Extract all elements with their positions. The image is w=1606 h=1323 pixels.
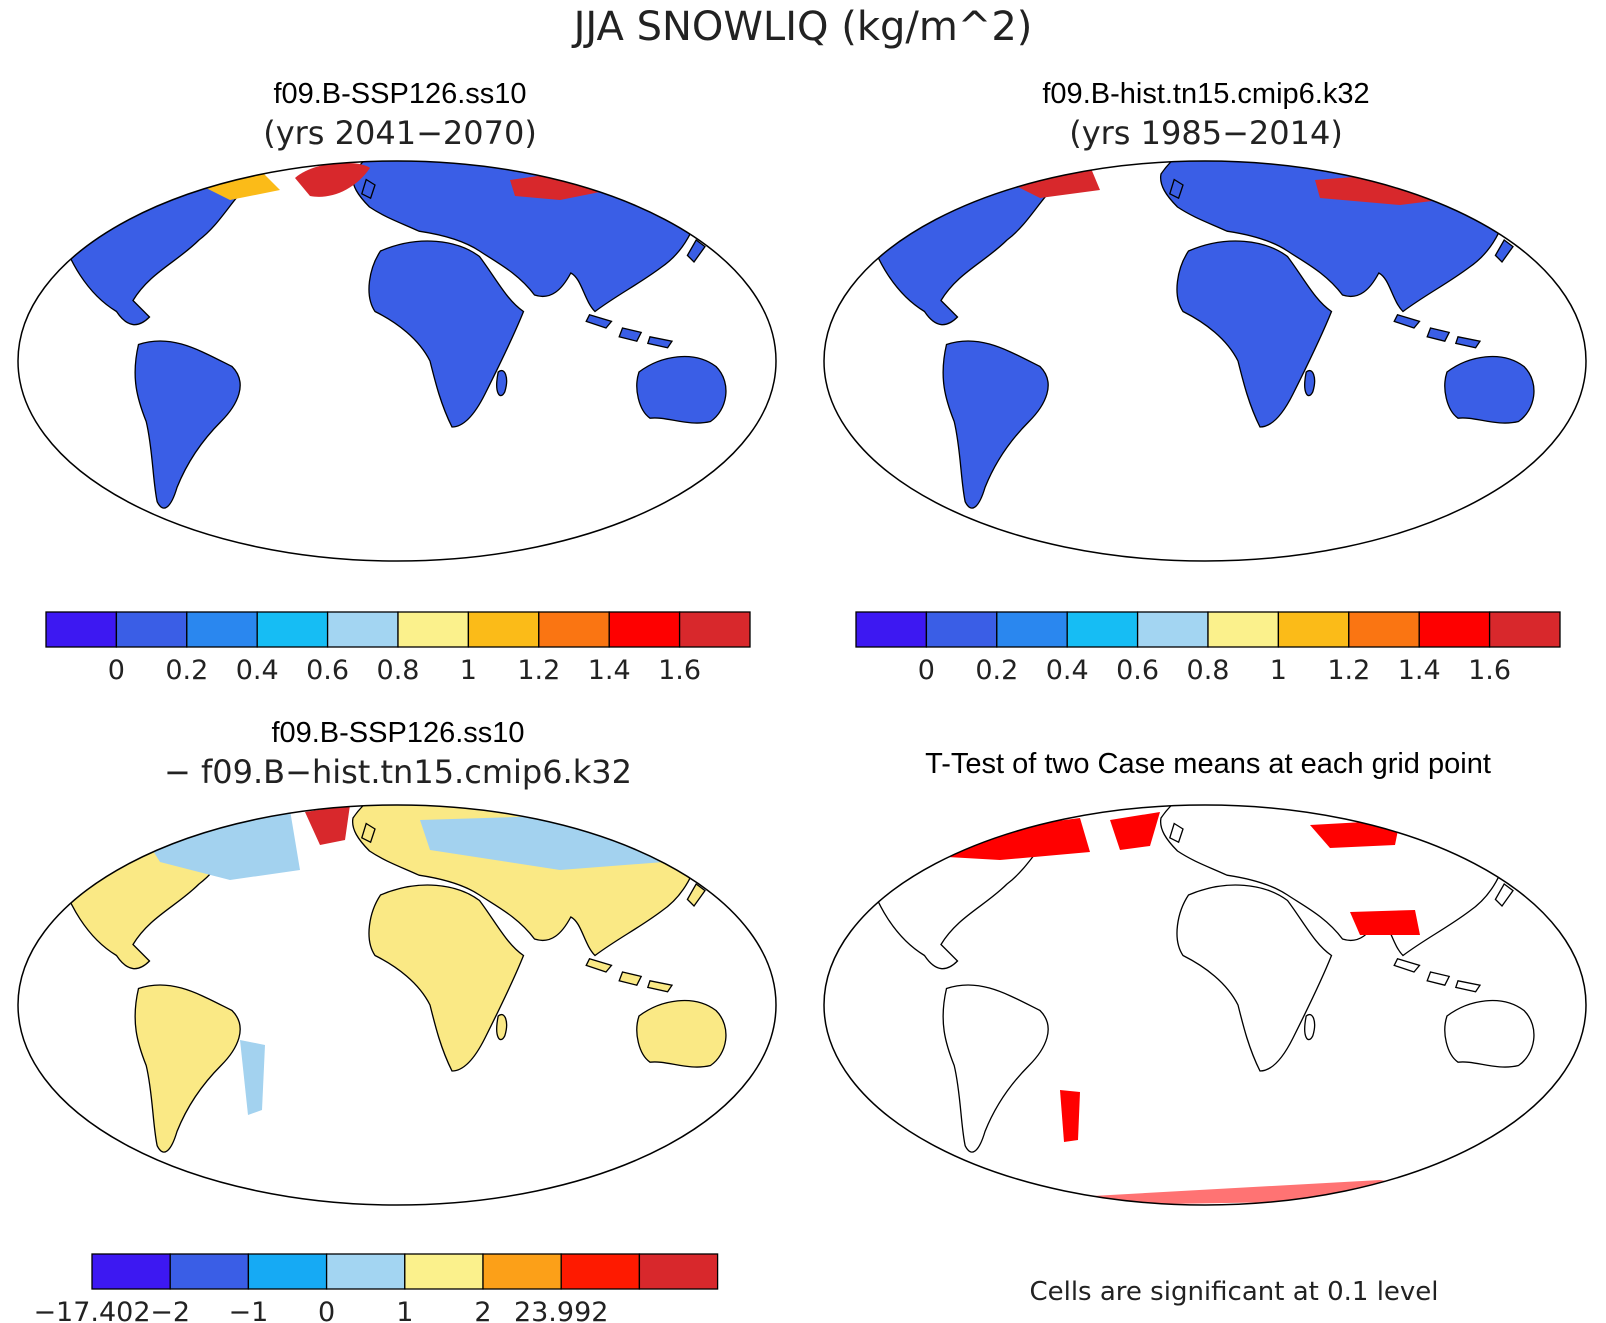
colorbar-tick-label: 0.6	[1116, 655, 1159, 686]
colorbar-swatch	[186, 611, 258, 648]
colorbar-tick-label: 0.8	[1187, 655, 1230, 686]
colorbar-swatch	[608, 611, 681, 648]
significant-greenland	[1110, 812, 1160, 850]
panel-subtitle: − f09.B−hist.tn15.cmip6.k32	[164, 753, 632, 791]
colorbar-swatch	[326, 611, 399, 648]
colorbar-swatch	[1348, 611, 1420, 648]
colorbar-tick-label: 0.8	[377, 655, 420, 686]
colorbar-tick-label: 1.2	[1327, 655, 1370, 686]
colorbar-swatch	[996, 611, 1068, 648]
colorbar-swatch	[115, 611, 188, 648]
colorbar-tick-label: 1	[460, 655, 477, 686]
colorbar-difference: −17.402 −2 −1 0 1 2 23.992	[33, 1253, 719, 1323]
colorbar-tick-label: 0	[108, 655, 125, 686]
colorbar-swatch	[1066, 611, 1139, 648]
significance-note: Cells are significant at 0.1 level	[1029, 1277, 1438, 1307]
colorbar-swatch	[247, 1253, 328, 1290]
colorbar-tick-label: 2	[474, 1297, 491, 1323]
colorbar-swatch	[256, 611, 329, 648]
panel-ttest: T-Test of two Case means at each grid po…	[823, 748, 1587, 1307]
colorbar-swatch	[560, 1253, 641, 1290]
panel-title: T-Test of two Case means at each grid po…	[925, 748, 1491, 780]
map-frame	[17, 804, 777, 1206]
map-area	[824, 805, 1586, 1205]
high-value-greenland	[295, 162, 370, 197]
colorbar-tick-label: 0	[318, 1297, 335, 1323]
panel-ssp126: f09.B-SSP126.ss10 (yrs 2041−2070)	[17, 78, 777, 562]
colorbar-swatch	[1488, 611, 1561, 648]
colorbar-tick-label: −2	[150, 1297, 190, 1323]
panel-subtitle: (yrs 2041−2070)	[263, 114, 537, 152]
colorbar-tick-label: 0.2	[165, 655, 208, 686]
colorbar-tick-label: 0.4	[236, 655, 279, 686]
colorbar-swatch	[45, 611, 118, 648]
map-frame	[17, 160, 777, 562]
colorbar-tick-label: −1	[228, 1297, 268, 1323]
panel-title: f09.B-SSP126.ss10	[273, 78, 526, 110]
colorbar-tick-label: 1.6	[658, 655, 701, 686]
colorbar-tick-label: 0.6	[306, 655, 349, 686]
colorbar-swatch	[169, 1253, 250, 1290]
colorbar-swatch	[1207, 611, 1280, 648]
map-area	[18, 161, 776, 561]
panel-hist: f09.B-hist.tn15.cmip6.k32 (yrs 1985−2014…	[823, 78, 1587, 562]
colorbar-tick-label: 0.2	[975, 655, 1018, 686]
colorbar-swatch	[1277, 611, 1350, 648]
colorbar-swatch	[925, 611, 998, 648]
colorbar-swatch	[482, 1253, 562, 1290]
colorbar-swatch	[325, 1253, 406, 1290]
map-area	[18, 805, 776, 1205]
colorbar-tick-label: 1	[396, 1297, 413, 1323]
colorbar-swatch	[538, 611, 610, 648]
map-frame	[823, 160, 1587, 562]
negative-andes	[240, 1040, 265, 1115]
high-value-arctic	[1000, 166, 1100, 198]
colorbar-swatch	[638, 1253, 719, 1290]
panel-title: f09.B-hist.tn15.cmip6.k32	[1042, 78, 1369, 110]
map-frame	[823, 804, 1587, 1206]
significant-tibet	[1350, 910, 1420, 935]
colorbar-tick-label: 1.4	[588, 655, 631, 686]
panel-difference: f09.B-SSP126.ss10 − f09.B−hist.tn15.cmip…	[17, 717, 777, 1206]
mid-value-alaska	[900, 205, 935, 222]
colorbar-tick-label: 23.992	[514, 1297, 608, 1323]
colorbar-tick-label: 1.2	[517, 655, 560, 686]
colorbar-swatch	[467, 611, 540, 648]
colorbar-swatch	[404, 1253, 484, 1290]
colorbar-swatch	[855, 611, 928, 648]
panel-subtitle: (yrs 1985−2014)	[1069, 114, 1343, 152]
colorbar-swatch	[91, 1253, 171, 1290]
colorbar-tick-label: 1.4	[1398, 655, 1441, 686]
colorbar-tick-label: 0	[918, 655, 935, 686]
colorbar-tick-label: 1.6	[1468, 655, 1511, 686]
colorbar-tick-label: 0.4	[1046, 655, 1089, 686]
colorbar-swatch	[1418, 611, 1491, 648]
colorbar-swatch	[397, 611, 470, 648]
colorbar-ssp126: 0 0.2 0.4 0.6 0.8 1 1.2 1.4 1.6	[45, 611, 751, 686]
significant-andes	[1060, 1090, 1080, 1142]
colorbar-tick-label: 1	[1270, 655, 1287, 686]
colorbar-swatch	[1136, 611, 1209, 648]
panel-title: f09.B-SSP126.ss10	[271, 717, 524, 749]
map-area	[824, 161, 1586, 561]
main-title: JJA SNOWLIQ (kg/m^2)	[571, 4, 1033, 50]
colorbar-swatch	[678, 611, 751, 648]
colorbar-tick-label: −17.402	[33, 1297, 150, 1323]
colorbar-hist: 0 0.2 0.4 0.6 0.8 1 1.2 1.4 1.6	[855, 611, 1561, 686]
negative-greenland	[305, 805, 350, 845]
mid-value-arctic	[200, 170, 280, 200]
significant-arctic-na	[910, 818, 1090, 860]
